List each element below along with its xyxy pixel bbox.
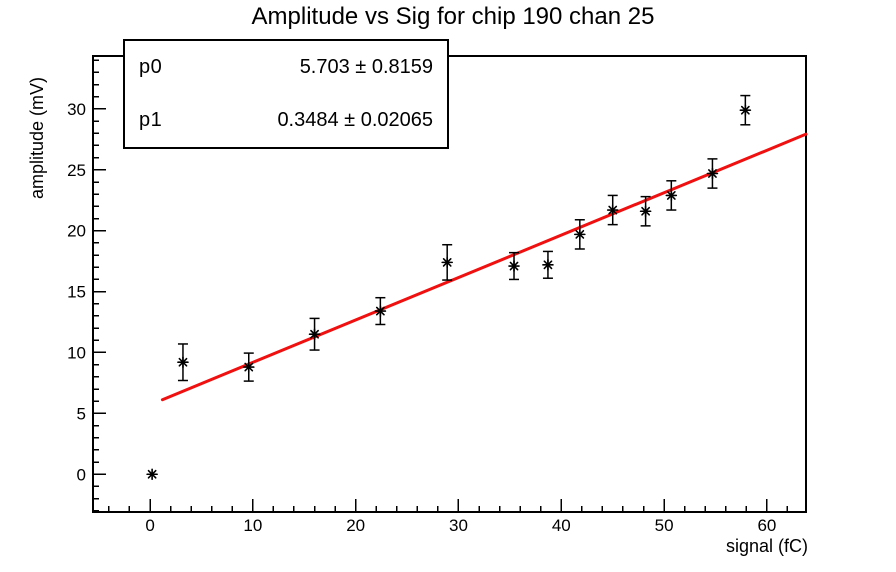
data-point-marker [575,229,585,239]
data-point-marker [708,169,717,178]
data-point-marker [666,191,676,200]
chart-title: Amplitude vs Sig for chip 190 chan 25 [251,3,655,30]
x-tick-label: 0 [145,516,154,535]
x-tick-label: 50 [655,516,674,535]
stats-row-p0: p0 5.703 ± 0.8159 [125,41,447,94]
y-tick-label: 15 [67,283,86,302]
fit-stats-box: p0 5.703 ± 0.8159 p1 0.3484 ± 0.02065 [123,39,449,149]
data-point-marker [442,257,452,267]
param-value: 0.3484 ± 0.02065 [277,109,433,131]
x-tick-label: 30 [449,516,468,535]
data-point-marker [147,469,157,479]
x-tick-label: 10 [243,516,262,535]
y-tick-label: 10 [67,343,86,362]
x-axis-title: signal (fC) [726,536,808,556]
fit-line [160,132,808,402]
data-point-marker [244,362,254,372]
y-tick-label: 5 [77,404,86,423]
x-tick-label: 60 [757,516,776,535]
param-value: 5.703 ± 0.8159 [299,56,433,78]
y-tick-label: 30 [67,100,86,119]
data-point-marker [375,306,385,316]
y-tick-label: 20 [67,222,86,241]
data-point-marker [310,329,319,339]
y-tick-label: 0 [77,465,86,484]
data-point-marker [509,261,519,271]
data-point-marker [178,357,188,367]
param-name: p1 [139,109,163,131]
data-point-marker [740,105,750,115]
plot-frame [92,55,807,513]
param-name: p0 [139,56,163,78]
y-axis-title: amplitude (mV) [27,77,47,199]
data-point-marker [641,206,651,216]
data-point-marker [608,205,618,215]
x-tick-label: 40 [552,516,571,535]
y-tick-label: 25 [67,161,86,180]
stats-row-p1: p1 0.3484 ± 0.02065 [125,94,447,147]
x-tick-label: 20 [346,516,365,535]
data-point-marker [543,260,553,270]
